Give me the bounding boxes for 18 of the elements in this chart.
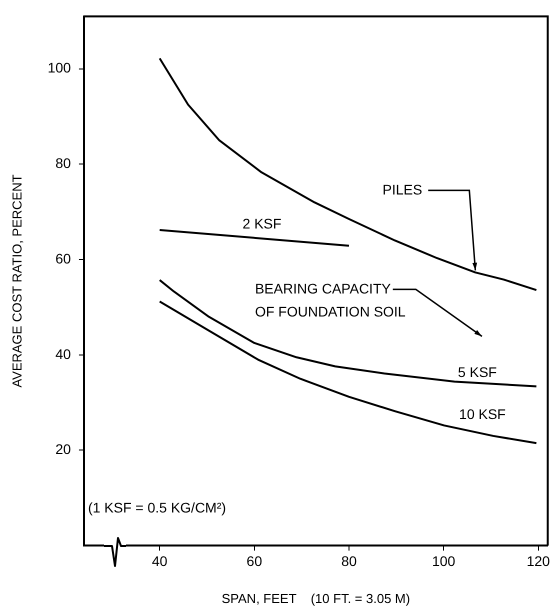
y-tick-label: 40: [55, 346, 72, 362]
x-tick-label: 40: [152, 552, 168, 569]
y-tick-label: 100: [48, 60, 72, 76]
x-tick-label: 60: [246, 552, 262, 569]
y-axis-title: AVERAGE COST RATIO, PERCENT: [9, 174, 24, 388]
y-tick-label: 60: [55, 250, 72, 266]
x-tick-label: 80: [341, 552, 357, 569]
text: PILES: [382, 181, 422, 198]
y-tick-label: 20: [55, 441, 72, 458]
series-label: 10 KSF: [459, 406, 506, 422]
y-tick-label: 80: [55, 155, 72, 172]
annotation: BEARING CAPACITY OF FOUNDATION SOIL: [254, 280, 406, 320]
annotation: (1 KSF = 0.5 KG/CM²): [88, 499, 226, 516]
x-tick-label: 100: [432, 552, 456, 569]
series-label: 2 KSF: [242, 216, 282, 232]
x-axis-title: SPAN, FEET (10 FT. = 3.05 M): [222, 590, 410, 606]
series-label: 5 KSF: [458, 364, 497, 380]
x-tick-label: 120: [526, 552, 550, 569]
